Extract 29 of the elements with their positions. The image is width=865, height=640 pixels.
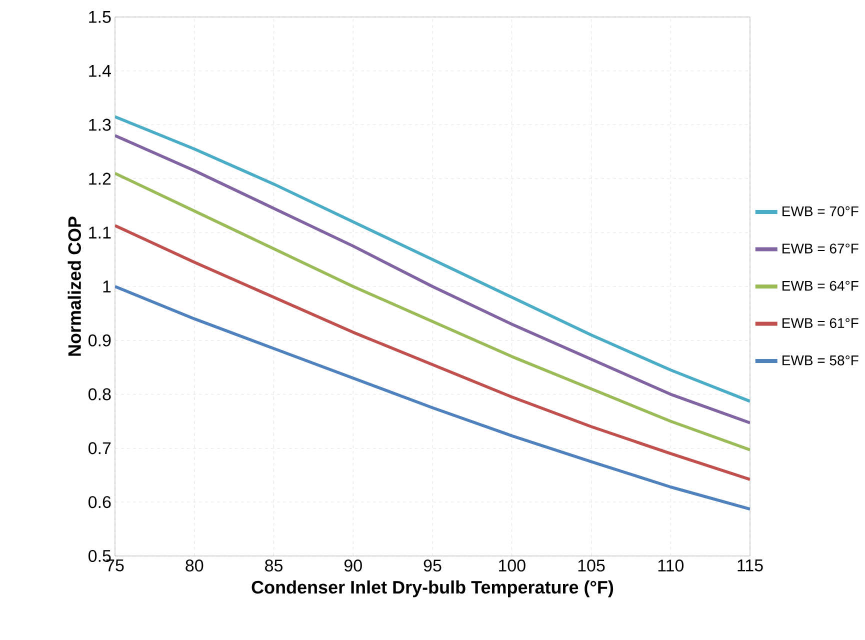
y-tick-label: 1 xyxy=(103,280,111,292)
x-tick-label: 90 xyxy=(344,560,362,572)
legend-label: EWB = 64°F xyxy=(782,280,858,291)
y-tick-label: 0.6 xyxy=(88,496,111,508)
legend-label: EWB = 70°F xyxy=(782,206,858,216)
y-tick-label: 0.7 xyxy=(88,442,111,454)
y-tick-label: 1.3 xyxy=(89,118,111,131)
x-tick-label: 105 xyxy=(578,560,605,572)
x-tick-label: 110 xyxy=(658,560,684,572)
x-tick-label: 85 xyxy=(265,560,282,572)
x-axis-title: Condenser Inlet Dry-bulb Temperature (°F) xyxy=(252,580,614,598)
legend-label: EWB = 67°F xyxy=(782,244,858,254)
y-tick-label: 0.8 xyxy=(88,388,111,400)
x-tick-label: 75 xyxy=(106,560,124,572)
legend-label: EWB = 61°F xyxy=(782,318,858,328)
y-tick-label: 1.1 xyxy=(89,226,111,238)
x-tick-label: 95 xyxy=(424,560,442,572)
line-series xyxy=(115,172,750,452)
x-tick-label: 80 xyxy=(186,560,204,572)
y-tick-label: 1.2 xyxy=(89,172,111,185)
y-tick-label: 0.9 xyxy=(88,334,111,346)
legend-label: EWB = 58°F xyxy=(782,355,858,366)
y-tick-label: 1.5 xyxy=(89,11,111,23)
y-tick-label: 1.4 xyxy=(89,65,111,77)
y-axis-title: Normalized COP xyxy=(68,216,81,356)
x-tick-label: 100 xyxy=(498,560,526,572)
line-series xyxy=(115,224,750,481)
y-tick-label: 0.5 xyxy=(88,550,111,562)
x-tick-label: 115 xyxy=(738,560,763,572)
